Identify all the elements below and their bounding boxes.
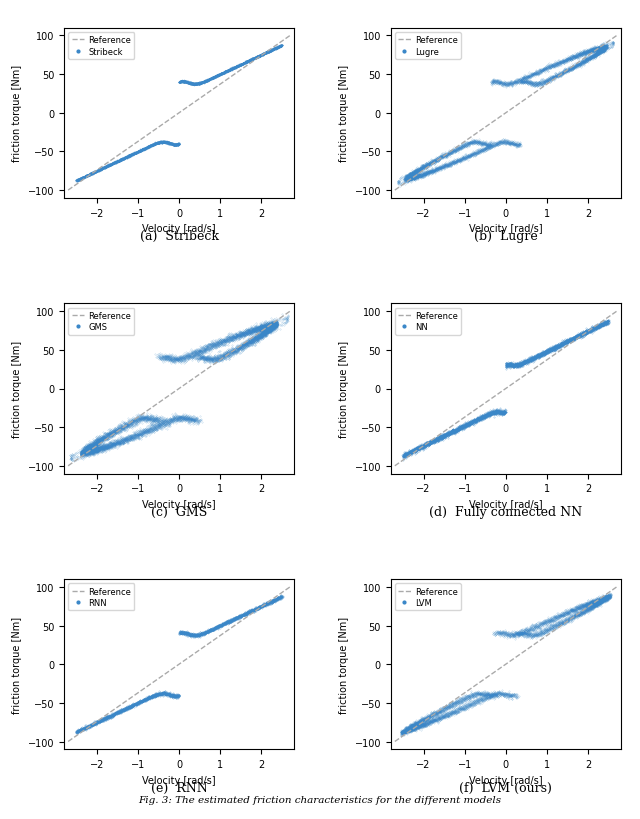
Reference bbox=[286, 582, 294, 592]
Line: Reference: Reference bbox=[395, 37, 617, 191]
Legend: Reference, GMS: Reference, GMS bbox=[68, 308, 134, 335]
Reference bbox=[196, 645, 204, 654]
Reference bbox=[523, 645, 531, 654]
Line: Reference: Reference bbox=[68, 37, 290, 191]
Reference bbox=[391, 461, 399, 471]
Reference bbox=[252, 331, 259, 341]
Legend: Reference, NN: Reference, NN bbox=[395, 308, 461, 335]
Reference bbox=[578, 56, 586, 66]
Text: (f)  LVM (ours): (f) LVM (ours) bbox=[460, 781, 552, 794]
Line: Reference: Reference bbox=[68, 312, 290, 466]
Y-axis label: friction torque [Nm]: friction torque [Nm] bbox=[339, 341, 349, 437]
Text: Fig. 3: The estimated friction characteristics for the different models: Fig. 3: The estimated friction character… bbox=[138, 795, 502, 804]
Reference bbox=[65, 736, 73, 746]
Reference bbox=[527, 642, 534, 652]
X-axis label: Velocity [rad/s]: Velocity [rad/s] bbox=[469, 500, 543, 509]
Reference bbox=[578, 607, 586, 617]
Reference bbox=[592, 46, 600, 56]
Reference bbox=[65, 461, 73, 471]
Reference bbox=[252, 56, 259, 66]
Reference bbox=[523, 94, 531, 104]
Reference bbox=[266, 597, 273, 607]
Text: (b)  Lugre: (b) Lugre bbox=[474, 230, 538, 242]
Reference bbox=[196, 94, 204, 104]
Reference bbox=[196, 370, 204, 380]
Reference bbox=[523, 369, 531, 379]
Reference bbox=[200, 642, 208, 652]
Reference bbox=[391, 736, 399, 746]
Reference bbox=[392, 736, 399, 746]
Reference bbox=[266, 46, 273, 56]
Reference bbox=[196, 369, 204, 379]
X-axis label: Velocity [rad/s]: Velocity [rad/s] bbox=[142, 224, 216, 234]
Reference bbox=[592, 321, 600, 331]
Reference bbox=[592, 597, 600, 607]
Legend: Reference, LVM: Reference, LVM bbox=[395, 584, 461, 611]
Legend: Reference, Stribeck: Reference, Stribeck bbox=[68, 33, 134, 60]
Reference bbox=[65, 185, 73, 195]
X-axis label: Velocity [rad/s]: Velocity [rad/s] bbox=[469, 775, 543, 785]
Text: (c)  GMS: (c) GMS bbox=[151, 505, 207, 518]
Text: (e)  RNN: (e) RNN bbox=[150, 781, 207, 794]
Reference bbox=[252, 607, 259, 617]
Reference bbox=[286, 307, 294, 317]
Line: Reference: Reference bbox=[395, 587, 617, 741]
Reference bbox=[522, 94, 530, 104]
Text: (d)  Fully connected NN: (d) Fully connected NN bbox=[429, 505, 582, 518]
Line: Reference: Reference bbox=[395, 312, 617, 466]
Reference bbox=[392, 185, 399, 195]
Y-axis label: friction torque [Nm]: friction torque [Nm] bbox=[12, 616, 22, 713]
Text: (a)  Stribeck: (a) Stribeck bbox=[140, 230, 218, 242]
X-axis label: Velocity [rad/s]: Velocity [rad/s] bbox=[142, 500, 216, 509]
Reference bbox=[527, 92, 534, 102]
Reference bbox=[64, 186, 72, 196]
Y-axis label: friction torque [Nm]: friction torque [Nm] bbox=[12, 341, 22, 437]
Reference bbox=[64, 461, 72, 471]
Reference bbox=[392, 461, 399, 471]
Legend: Reference, Lugre: Reference, Lugre bbox=[395, 33, 461, 60]
X-axis label: Velocity [rad/s]: Velocity [rad/s] bbox=[142, 775, 216, 785]
Reference bbox=[286, 32, 294, 42]
Y-axis label: friction torque [Nm]: friction torque [Nm] bbox=[12, 66, 22, 162]
Reference bbox=[527, 367, 534, 377]
Reference bbox=[522, 370, 530, 380]
Line: Reference: Reference bbox=[68, 587, 290, 741]
Reference bbox=[200, 92, 208, 102]
Reference bbox=[196, 94, 204, 104]
Reference bbox=[266, 321, 273, 331]
Y-axis label: friction torque [Nm]: friction torque [Nm] bbox=[339, 616, 349, 713]
Y-axis label: friction torque [Nm]: friction torque [Nm] bbox=[339, 66, 349, 162]
Reference bbox=[613, 582, 621, 592]
Reference bbox=[578, 331, 586, 341]
Reference bbox=[196, 645, 204, 655]
Reference bbox=[200, 367, 208, 377]
Reference bbox=[613, 307, 621, 317]
Reference bbox=[64, 736, 72, 746]
Legend: Reference, RNN: Reference, RNN bbox=[68, 584, 134, 611]
X-axis label: Velocity [rad/s]: Velocity [rad/s] bbox=[469, 224, 543, 234]
Reference bbox=[391, 186, 399, 196]
Reference bbox=[613, 32, 621, 42]
Reference bbox=[522, 645, 530, 655]
